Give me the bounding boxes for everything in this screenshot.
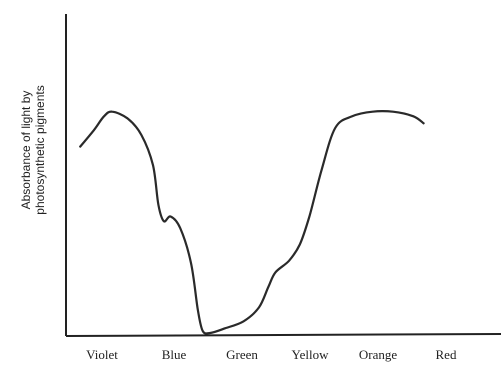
x-tick-label: Blue [162,347,187,362]
x-tick-label: Red [436,347,457,362]
y-axis-label: Absorbance of light by photosynthetic pi… [19,85,47,214]
x-tick-label: Green [226,347,258,362]
x-tick-labels: Violet Blue Green Yellow Orange Red [86,347,457,362]
y-axis-label-line-1: Absorbance of light by [19,91,33,210]
x-tick-label: Orange [359,347,397,362]
absorbance-series-line [79,110,425,335]
y-axis-label-line-2: photosynthetic pigments [33,85,47,214]
x-tick-label: Violet [86,347,118,362]
x-axis [65,333,501,337]
x-tick-label: Yellow [292,347,330,362]
